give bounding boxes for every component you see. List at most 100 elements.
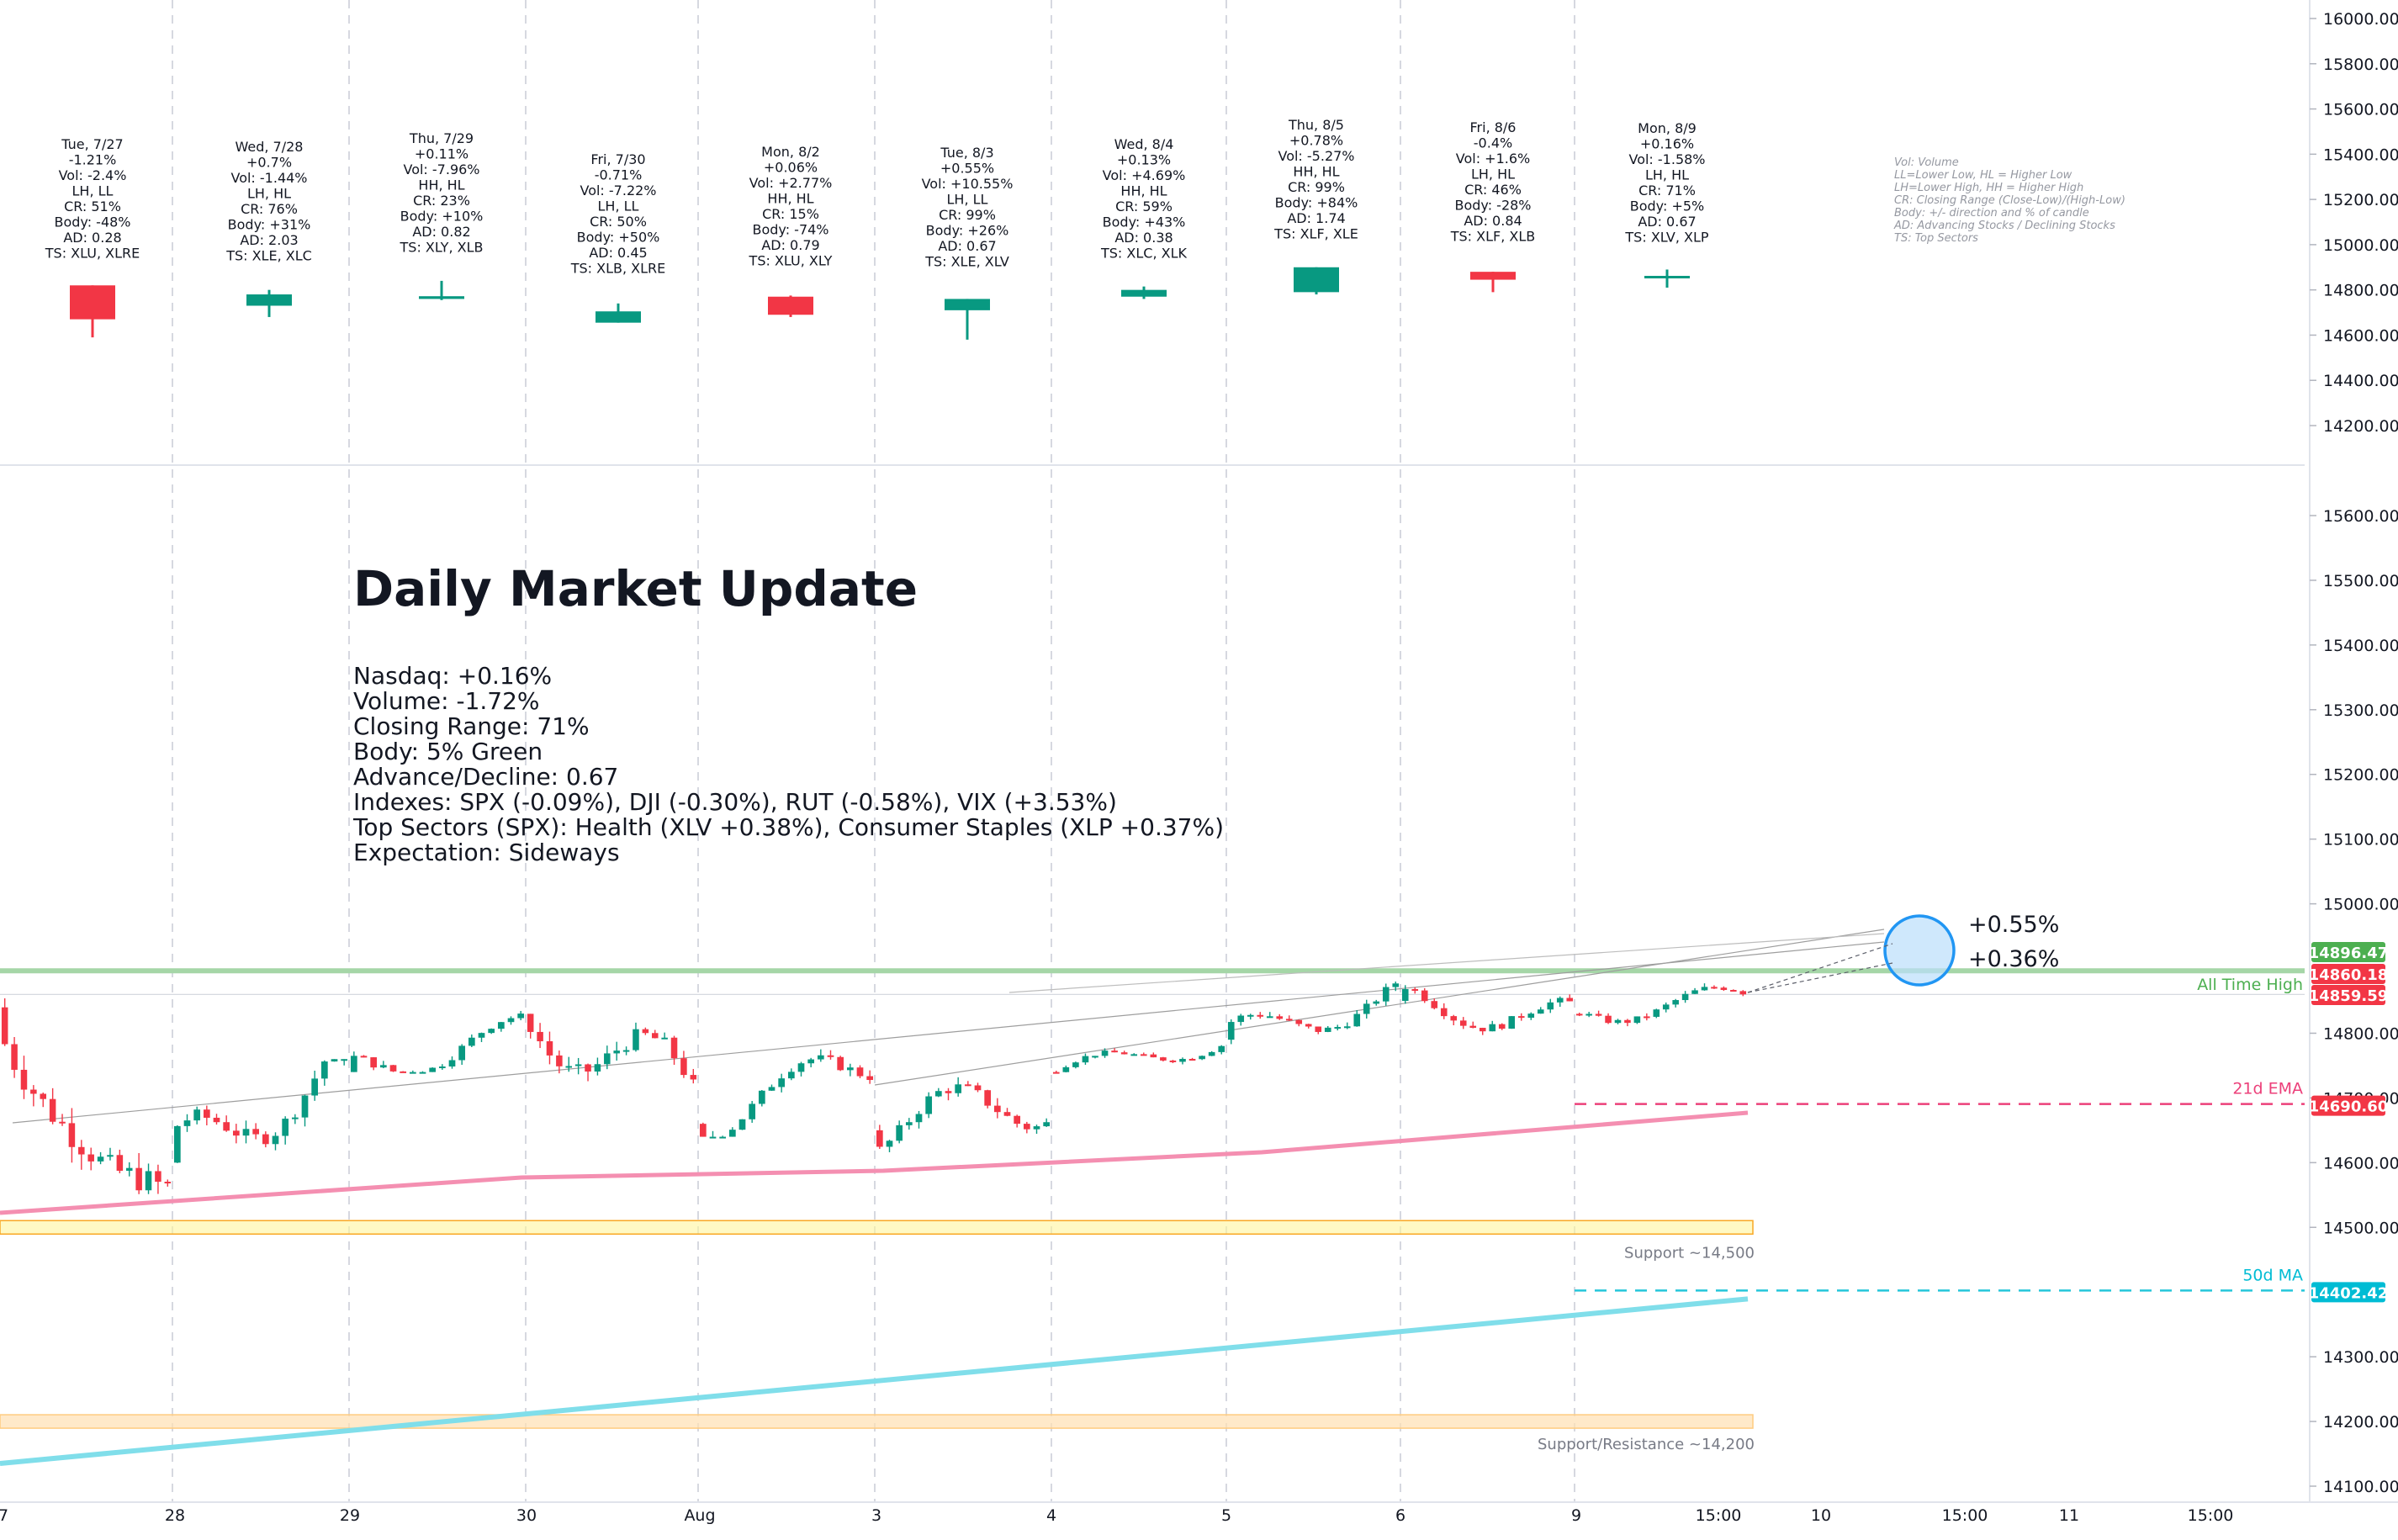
- candle-body: [517, 1013, 525, 1019]
- candle-body: [613, 1050, 620, 1054]
- candle-body: [1469, 1025, 1477, 1029]
- trend-line: [874, 929, 1885, 1086]
- candle-body: [1575, 1013, 1583, 1016]
- price-tag-label: 14859.59: [2309, 987, 2389, 1005]
- daily-card-line: Vol: -7.22%: [580, 183, 656, 198]
- top-y-tick-label: 14400.00: [2323, 372, 2398, 390]
- candle-body: [1547, 1002, 1554, 1010]
- candle-body: [574, 1064, 582, 1066]
- x-tick-label: 28: [165, 1506, 185, 1525]
- daily-card-line: -1.21%: [69, 152, 117, 168]
- daily-card-line: CR: 71%: [1638, 183, 1696, 198]
- summary-line: Closing Range: 71%: [353, 712, 590, 740]
- candle-body: [262, 1134, 269, 1145]
- daily-card-line: Vol: -1.58%: [1628, 151, 1705, 167]
- support-zone: [0, 1220, 1754, 1236]
- price-tag-label: 14896.47: [2309, 945, 2389, 962]
- main-y-tick-label: 15000.00: [2323, 896, 2398, 914]
- candle-body: [1266, 1016, 1273, 1019]
- page-title: Daily Market Update: [353, 560, 918, 617]
- x-tick-label: 9: [1571, 1506, 1581, 1525]
- candle-body: [1140, 1054, 1147, 1056]
- candle-body: [728, 1130, 736, 1137]
- candle-body: [622, 1050, 630, 1052]
- daily-card-date: Tue, 8/3: [940, 145, 993, 161]
- ema-21d-line: [0, 1110, 1749, 1215]
- candle-body: [787, 1072, 795, 1079]
- top-y-tick-label: 15800.00: [2323, 56, 2398, 74]
- top-y-tick-label: 14200.00: [2323, 417, 2398, 436]
- daily-card-line: +0.06%: [764, 160, 818, 176]
- candle-body: [1169, 1060, 1177, 1062]
- candle-body: [955, 1084, 962, 1093]
- candle-body: [1072, 1062, 1079, 1067]
- daily-card-line: CR: 15%: [762, 206, 819, 222]
- candle-body: [925, 1096, 933, 1114]
- candle-body: [1440, 1008, 1448, 1017]
- candle-body: [242, 1129, 250, 1136]
- candle-body: [1691, 990, 1698, 994]
- summary-line: Body: 5% Green: [353, 738, 543, 765]
- candle-body: [389, 1065, 397, 1072]
- daily-card-date: Thu, 8/5: [1288, 117, 1344, 133]
- candle-body: [585, 1064, 591, 1072]
- candle-body: [604, 1053, 611, 1065]
- x-tick-label: 4: [1046, 1506, 1056, 1525]
- candle-body: [1566, 998, 1574, 1002]
- x-tick-label: 15:00: [1942, 1506, 1988, 1525]
- support-resistance-label: Support/Resistance ~14,200: [1538, 1436, 1755, 1453]
- daily-card-candle-body: [1644, 275, 1690, 278]
- candle-body: [651, 1033, 659, 1039]
- projection-line: [1747, 962, 1893, 993]
- candle-body: [1556, 998, 1564, 1003]
- price-tag: [2311, 942, 2385, 962]
- daily-card-line: CR: 59%: [1115, 198, 1173, 214]
- daily-card-line: HH, HL: [1120, 183, 1167, 199]
- daily-card-line: Vol: -2.4%: [59, 167, 127, 183]
- candle-body: [458, 1045, 466, 1061]
- summary-line: Volume: -1.72%: [353, 687, 540, 715]
- candle-body: [1489, 1024, 1496, 1032]
- candle-body: [379, 1065, 387, 1068]
- main-y-tick-label: 14300.00: [2323, 1348, 2398, 1367]
- daily-card-line: -0.4%: [1474, 135, 1512, 151]
- candle-body: [164, 1182, 172, 1184]
- candle-body: [1363, 1003, 1370, 1014]
- candle-body: [1150, 1054, 1157, 1058]
- daily-card-line: Body: +43%: [1103, 214, 1186, 230]
- candle-body: [1605, 1015, 1612, 1024]
- candle-body: [866, 1076, 874, 1081]
- x-tick-label: 11: [2059, 1506, 2079, 1525]
- daily-card-line: LH, LL: [72, 183, 114, 199]
- candle-body: [984, 1090, 992, 1106]
- candle-body: [1373, 1001, 1380, 1004]
- daily-card-line: TS: XLV, XLP: [1624, 230, 1709, 246]
- ema-21d-label: 21d EMA: [2232, 1080, 2303, 1098]
- candle-body: [232, 1130, 240, 1136]
- daily-card-line: AD: 0.28: [63, 230, 121, 246]
- candle-body: [896, 1125, 903, 1141]
- daily-card-line: TS: XLF, XLE: [1273, 226, 1358, 242]
- daily-card-candle-body: [1470, 272, 1516, 280]
- candle-body: [291, 1117, 299, 1119]
- daily-card-line: CR: 23%: [413, 193, 470, 209]
- candle-body: [78, 1146, 85, 1155]
- x-tick-label: 5: [1221, 1506, 1231, 1525]
- candle-body: [993, 1105, 1001, 1113]
- candle-body: [1120, 1052, 1128, 1055]
- daily-card-line: AD: 1.74: [1287, 210, 1345, 226]
- daily-card-line: Vol: +10.55%: [922, 176, 1014, 192]
- candle-body: [370, 1057, 378, 1068]
- projection-label: +0.36%: [1968, 946, 2059, 972]
- candle-body: [468, 1037, 475, 1046]
- summary-line: Top Sectors (SPX): Health (XLV +0.38%), …: [352, 813, 1224, 841]
- price-tag-label: 14402.42: [2309, 1284, 2389, 1302]
- daily-card-line: Body: +5%: [1630, 198, 1705, 214]
- daily-card-line: Body: -28%: [1454, 198, 1531, 214]
- legend-line: CR: Closing Range (Close-Low)/(High-Low): [1894, 194, 2125, 207]
- candle-body: [934, 1091, 942, 1097]
